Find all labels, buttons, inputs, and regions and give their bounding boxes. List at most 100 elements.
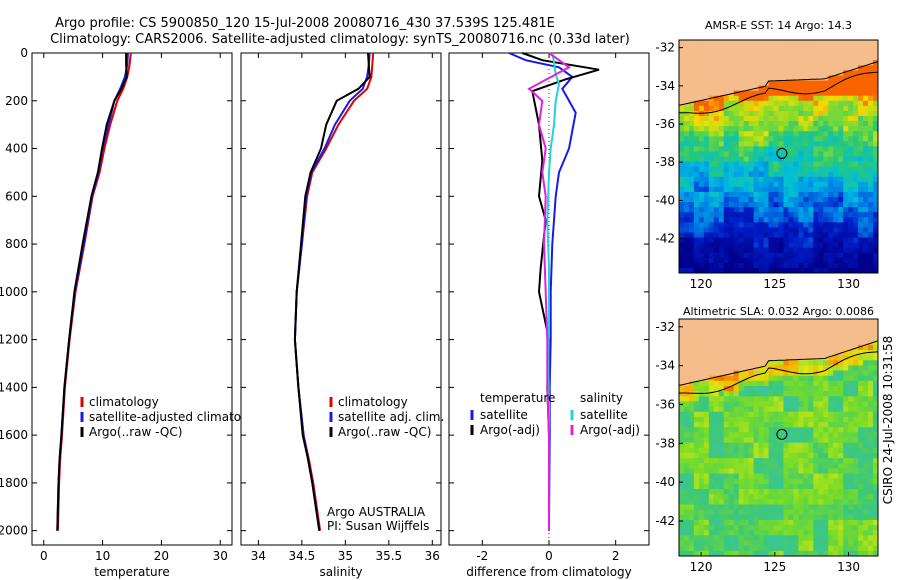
heatmap-cell (778, 447, 784, 454)
heatmap-cell (728, 156, 735, 162)
heatmap-cell (818, 422, 824, 428)
heatmap-cell (713, 45, 720, 51)
heatmap-cell (828, 232, 834, 238)
heatmap-cell (738, 550, 745, 557)
legend-label: Argo(..raw -QC) (89, 425, 182, 439)
heatmap-cell (853, 65, 859, 71)
heatmap-cell (743, 339, 750, 346)
heatmap-cell (688, 115, 695, 122)
heatmap-cell (728, 115, 735, 122)
heatmap-cell (693, 40, 700, 46)
heatmap-cell (743, 232, 750, 238)
heatmap-cell (758, 380, 764, 387)
heatmap-cell (698, 191, 705, 198)
heatmap-cell (723, 530, 730, 536)
heatmap-cell (763, 509, 769, 516)
heatmap-cell (773, 406, 779, 413)
heatmap-cell (693, 504, 700, 511)
heatmap-cell (863, 550, 869, 557)
heatmap-cell (738, 237, 745, 244)
heatmap-cell (703, 530, 710, 536)
heatmap-cell (723, 100, 730, 107)
heatmap-cell (703, 166, 710, 173)
heatmap-cell (723, 499, 730, 505)
heatmap-cell (728, 494, 735, 500)
heatmap-cell (748, 437, 755, 444)
heatmap-cell (783, 60, 789, 66)
heatmap-cell (798, 442, 804, 449)
heatmap-cell (683, 217, 690, 223)
heatmap-cell (833, 252, 839, 259)
heatmap-cell (733, 349, 740, 356)
heatmap-cell (698, 324, 705, 330)
heatmap-cell (758, 550, 764, 557)
heatmap-cell (833, 344, 839, 351)
heatmap-cell (808, 262, 814, 269)
heatmap-cell (679, 509, 685, 516)
heatmap-cell (728, 499, 735, 505)
heatmap-cell (738, 489, 745, 495)
heatmap-cell (833, 540, 839, 547)
heatmap-cell (863, 416, 869, 423)
heatmap-cell (698, 166, 705, 173)
heatmap-cell (753, 252, 760, 259)
heatmap-cell (723, 156, 730, 162)
heatmap-cell (873, 514, 879, 521)
heatmap-cell (823, 334, 829, 341)
heatmap-cell (768, 90, 774, 97)
heatmap-cell (718, 50, 725, 56)
heatmap-cell (783, 126, 789, 132)
heatmap-cell (703, 535, 710, 541)
heatmap-cell (679, 131, 685, 137)
heatmap-cell (853, 242, 859, 249)
heatmap-cell (743, 161, 750, 168)
heatmap-cell (698, 262, 705, 269)
heatmap-cell (733, 212, 740, 218)
heatmap-cell (723, 437, 730, 444)
heatmap-cell (728, 70, 735, 76)
heatmap-cell (848, 217, 854, 223)
heatmap-cell (808, 375, 814, 382)
heatmap-cell (738, 70, 745, 76)
heatmap-cell (868, 115, 874, 122)
heatmap-cell (828, 100, 834, 107)
heatmap-cell (778, 411, 784, 418)
heatmap-cell (693, 55, 700, 61)
heatmap-cell (823, 115, 829, 122)
heatmap-cell (828, 75, 834, 81)
heatmap-cell (763, 334, 769, 341)
heatmap-cell (743, 401, 750, 407)
heatmap-cell (803, 85, 809, 92)
heatmap-cell (733, 65, 740, 71)
heatmap-cell (828, 70, 834, 76)
heatmap-cell (838, 416, 844, 423)
heatmap-cell (818, 212, 824, 218)
heatmap-cell (743, 100, 750, 107)
heatmap-cell (773, 447, 779, 454)
heatmap-cell (818, 319, 824, 325)
heatmap-cell (818, 242, 824, 249)
heatmap-cell (688, 525, 695, 531)
heatmap-cell (753, 70, 760, 76)
heatmap-cell (813, 131, 819, 137)
heatmap-cell (763, 171, 769, 178)
heatmap-cell (843, 222, 849, 228)
heatmap-cell (813, 329, 819, 335)
heatmap-cell (803, 365, 809, 371)
heatmap-cell (723, 406, 730, 413)
heatmap-cell (848, 494, 854, 500)
heatmap-cell (758, 499, 764, 505)
heatmap-cell (778, 519, 784, 526)
heatmap-cell (753, 545, 760, 552)
heatmap-cell (798, 432, 804, 438)
heatmap-cell (683, 504, 690, 511)
heatmap-cell (748, 115, 755, 122)
heatmap-cell (873, 540, 879, 547)
heatmap-cell (833, 432, 839, 438)
heatmap-cell (728, 50, 735, 56)
heatmap-cell (683, 176, 690, 183)
heatmap-cell (683, 391, 690, 397)
heatmap-cell (868, 509, 874, 516)
heatmap-cell (708, 468, 715, 474)
heatmap-cell (853, 401, 859, 407)
